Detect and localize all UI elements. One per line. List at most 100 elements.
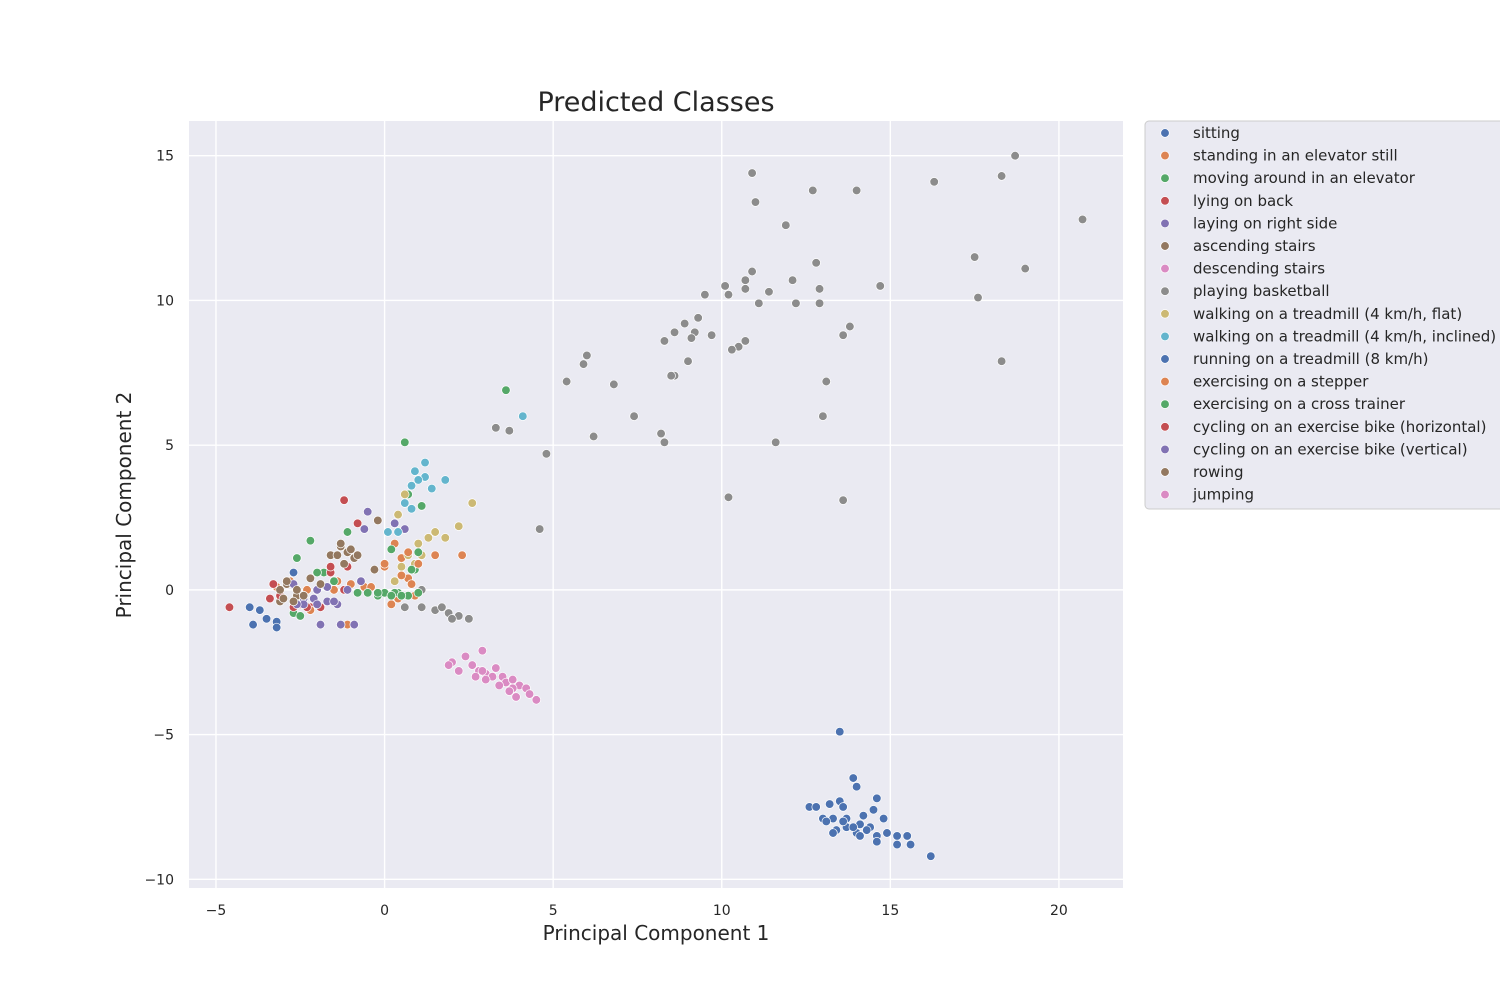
data-point (481, 674, 491, 685)
data-point (342, 585, 353, 595)
legend-label: jumping (1192, 486, 1254, 504)
data-point (396, 591, 407, 601)
legend-label: rowing (1193, 463, 1243, 481)
data-point (386, 599, 396, 610)
data-point (1077, 214, 1088, 225)
legend-label: ascending stairs (1193, 237, 1316, 255)
data-point (727, 345, 737, 355)
legend-label: standing in an elevator still (1193, 147, 1398, 165)
data-point (518, 411, 528, 421)
data-point (356, 576, 366, 586)
data-point (926, 851, 936, 861)
data-point (706, 330, 717, 340)
data-point (282, 576, 292, 586)
data-point (363, 507, 373, 517)
data-point (383, 527, 393, 537)
data-point (288, 596, 299, 607)
legend-marker (1160, 286, 1170, 296)
legend-label: playing basketball (1193, 282, 1330, 300)
legend-label: walking on a treadmill (4 km/h, inclined… (1193, 327, 1496, 345)
legend-label: exercising on a stepper (1193, 373, 1369, 391)
data-point (339, 495, 349, 505)
data-point (379, 559, 390, 569)
legend-label: walking on a treadmill (4 km/h, flat) (1193, 305, 1462, 323)
data-point (329, 596, 339, 607)
data-point (848, 822, 858, 832)
data-point (504, 686, 514, 696)
data-point (470, 672, 481, 682)
data-point (872, 793, 882, 803)
chart-title: Predicted Classes (537, 87, 774, 118)
data-point (410, 466, 420, 476)
data-point (858, 810, 869, 821)
data-point (373, 515, 383, 526)
legend-marker (1160, 173, 1170, 183)
data-point (454, 521, 464, 531)
data-point (878, 813, 889, 824)
data-point (740, 275, 751, 285)
data-point (764, 287, 774, 297)
data-point (996, 171, 1007, 181)
data-point (680, 318, 690, 329)
data-point (275, 585, 285, 595)
data-point (892, 839, 902, 850)
data-point (838, 802, 848, 812)
data-point (750, 197, 761, 207)
data-point (406, 504, 417, 514)
data-point (406, 564, 417, 575)
data-point (629, 411, 639, 421)
data-point (464, 614, 474, 624)
data-point (824, 799, 835, 809)
data-point (288, 567, 299, 578)
legend-label: running on a treadmill (8 km/h) (1193, 350, 1428, 368)
data-point (339, 559, 349, 569)
data-point (723, 492, 734, 502)
data-point (369, 564, 380, 575)
legend-marker (1160, 128, 1170, 138)
data-point (747, 266, 757, 277)
legend-marker (1160, 196, 1170, 206)
data-point (440, 475, 450, 485)
data-point (929, 177, 939, 187)
data-point (430, 550, 440, 560)
data-point (396, 570, 407, 581)
data-point (609, 379, 619, 390)
data-point (835, 727, 845, 737)
data-point (491, 423, 501, 433)
data-point (423, 533, 434, 543)
data-point (686, 333, 697, 343)
x-tick-label: 15 (881, 903, 899, 919)
data-point (396, 562, 407, 572)
data-point (973, 292, 983, 303)
data-point (400, 602, 410, 612)
data-point (393, 527, 403, 537)
grid-lines (189, 121, 1123, 888)
data-point (400, 437, 410, 447)
data-point (454, 666, 464, 676)
data-point (336, 619, 346, 630)
legend-marker (1160, 241, 1170, 251)
data-point (511, 692, 521, 702)
data-point (272, 622, 282, 633)
data-point (501, 385, 511, 395)
plot-background (189, 121, 1123, 888)
data-point (352, 588, 363, 598)
legend-marker (1160, 354, 1170, 364)
data-point (811, 802, 821, 812)
data-point (329, 576, 339, 586)
data-point (477, 646, 488, 656)
x-axis-title: Principal Component 1 (543, 921, 770, 945)
data-point (754, 298, 764, 308)
data-point (720, 281, 730, 291)
data-point (346, 544, 356, 555)
data-point (278, 593, 289, 604)
x-tick-label: 10 (713, 903, 731, 919)
x-tick-labels: −5 0 5 10 15 20 (206, 903, 1068, 919)
data-point (855, 831, 865, 841)
y-tick-labels: −10 −5 0 5 10 15 (144, 149, 174, 889)
data-point (363, 588, 373, 598)
data-point (298, 591, 309, 601)
data-point (1020, 263, 1030, 274)
x-tick-label: 5 (549, 903, 558, 919)
